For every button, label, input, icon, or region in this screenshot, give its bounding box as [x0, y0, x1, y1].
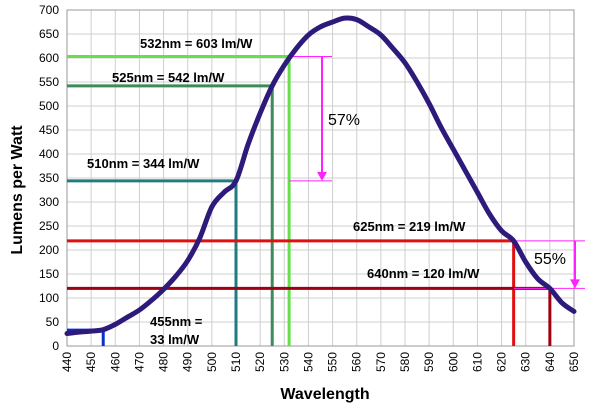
x-tick-label: 580 — [398, 352, 412, 372]
x-tick-label: 500 — [205, 352, 219, 372]
x-tick-label: 530 — [277, 352, 291, 372]
x-tick-label: 650 — [567, 352, 581, 372]
x-tick-label: 610 — [470, 352, 484, 372]
y-axis-label: Lumens per Watt — [9, 125, 26, 255]
y-tick-label: 350 — [39, 171, 59, 185]
x-axis-label: Wavelength — [280, 386, 369, 403]
pct-label-green: 57% — [328, 112, 360, 129]
label-625nm: 625nm = 219 lm/W — [353, 219, 466, 234]
label-640nm: 640nm = 120 lm/W — [367, 266, 480, 281]
y-tick-label: 300 — [39, 195, 59, 209]
x-tick-label: 620 — [495, 352, 509, 372]
x-tick-label: 540 — [301, 352, 315, 372]
label-510nm: 510nm = 344 lm/W — [87, 156, 200, 171]
label-525nm: 525nm = 542 lm/W — [112, 70, 225, 85]
y-tick-label: 550 — [39, 75, 59, 89]
plot-frame — [66, 9, 575, 347]
x-tick-label: 440 — [60, 352, 74, 372]
x-tick-label: 590 — [422, 352, 436, 372]
marker-labels: 532nm = 603 lm/W 525nm = 542 lm/W 510nm = … — [87, 36, 566, 347]
y-tick-label: 600 — [39, 51, 59, 65]
efficacy-curve-layer — [64, 15, 577, 337]
y-tick-label: 500 — [39, 99, 59, 113]
x-tick-label: 520 — [253, 352, 267, 372]
x-tick-label: 600 — [446, 352, 460, 372]
pct-label-red: 55% — [534, 251, 566, 268]
pct-arrow-head-green — [317, 171, 327, 181]
y-tick-label: 100 — [39, 291, 59, 305]
x-tick-label: 470 — [132, 352, 146, 372]
x-tick-label: 450 — [84, 352, 98, 372]
label-455nm-line2: 33 lm/W — [150, 332, 200, 347]
tick-labels: 440 450 460 470 480 490 500 510 520 530 540 550 560 5… — [39, 3, 581, 372]
x-tick-label: 570 — [374, 352, 388, 372]
x-tick-label: 460 — [108, 352, 122, 372]
label-455nm-line1: 455nm = — [150, 314, 203, 329]
label-532nm: 532nm = 603 lm/W — [140, 36, 253, 51]
y-tick-label: 0 — [52, 339, 59, 353]
y-tick-label: 250 — [39, 219, 59, 233]
y-tick-label: 400 — [39, 147, 59, 161]
pct-arrow-head-red — [570, 279, 580, 289]
y-tick-label: 150 — [39, 267, 59, 281]
x-tick-label: 480 — [157, 352, 171, 372]
x-tick-label: 630 — [519, 352, 533, 372]
y-tick-label: 200 — [39, 243, 59, 257]
y-tick-label: 50 — [46, 315, 60, 329]
y-tick-label: 450 — [39, 123, 59, 137]
y-tick-label: 700 — [39, 3, 59, 17]
efficacy-curve — [64, 15, 577, 337]
x-tick-label: 560 — [350, 352, 364, 372]
x-tick-label: 550 — [326, 352, 340, 372]
chart-grid — [66, 9, 575, 347]
y-tick-label: 650 — [39, 27, 59, 41]
x-tick-label: 510 — [229, 352, 243, 372]
x-tick-label: 640 — [543, 352, 557, 372]
x-tick-label: 490 — [181, 352, 195, 372]
